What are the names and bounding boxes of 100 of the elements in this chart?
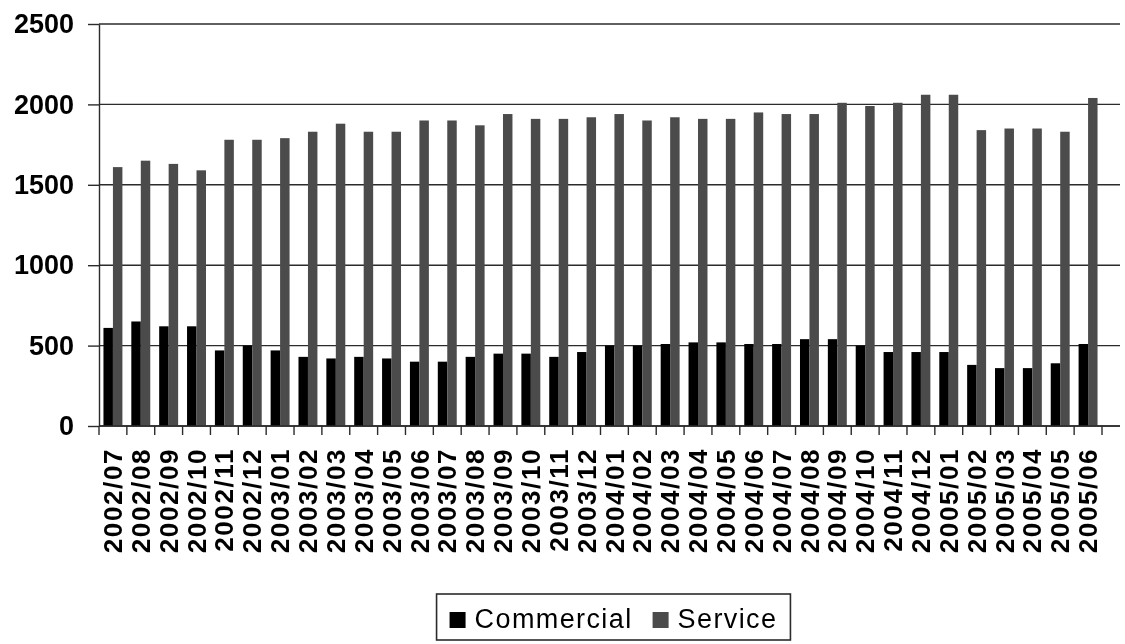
- bar: [270, 350, 281, 426]
- x-tick-label: 2004/11: [878, 448, 909, 552]
- bar: [363, 131, 374, 426]
- x-tick-label: 2002/11: [209, 448, 240, 552]
- x-tick-label: 2004/07: [766, 448, 797, 554]
- bar: [799, 339, 810, 426]
- bar: [586, 117, 597, 426]
- bar: [437, 361, 448, 426]
- x-tick-label: 2004/10: [850, 448, 881, 554]
- bar: [558, 118, 569, 426]
- bar: [660, 343, 671, 426]
- bar: [1060, 131, 1070, 426]
- bar: [103, 327, 113, 426]
- bar: [827, 339, 838, 426]
- x-tick-label: 2003/07: [432, 448, 463, 554]
- bar: [967, 364, 977, 426]
- bar: [131, 321, 141, 426]
- bar: [502, 114, 513, 426]
- y-tick-label: 2000: [13, 89, 74, 120]
- bar: [809, 114, 819, 426]
- y-tick-label: 1000: [13, 250, 74, 281]
- bar: [1078, 343, 1089, 426]
- bar: [354, 356, 364, 426]
- x-tick-label: 2005/05: [1045, 448, 1076, 554]
- bar: [224, 139, 234, 426]
- bar: [1004, 128, 1014, 426]
- x-tick-label: 2004/12: [906, 448, 936, 554]
- bar: [837, 102, 847, 426]
- x-tick-label: 2004/09: [822, 448, 853, 554]
- bar: [1050, 363, 1061, 426]
- bar: [698, 118, 708, 426]
- bar: [242, 345, 253, 426]
- x-tick-label: 2005/01: [933, 448, 964, 554]
- bar: [140, 160, 151, 426]
- bar: [521, 353, 531, 426]
- x-tick-label: 2003/11: [543, 448, 574, 552]
- bar: [168, 163, 179, 426]
- x-tick-label: 2003/05: [376, 448, 407, 554]
- x-tick-label: 2004/02: [627, 448, 658, 554]
- bar: [725, 118, 736, 426]
- bar: [280, 138, 290, 426]
- x-tick-label: 2004/03: [655, 448, 686, 554]
- x-tick-label: 2003/04: [348, 448, 379, 554]
- bar: [716, 342, 726, 426]
- x-tick-label: 2004/08: [794, 448, 825, 554]
- bar: [855, 345, 866, 426]
- bar: [632, 345, 643, 426]
- bar: [196, 170, 206, 426]
- bar: [865, 106, 875, 426]
- y-tick-label: 1500: [13, 169, 74, 200]
- x-tick-label: 2004/01: [599, 448, 630, 554]
- bar: [214, 350, 225, 426]
- bar: [159, 326, 169, 426]
- x-tick-label: 2005/02: [961, 448, 992, 554]
- bar: [753, 112, 764, 426]
- bar: [298, 356, 308, 426]
- bar: [911, 352, 921, 426]
- bar: [549, 356, 559, 426]
- bar: [995, 368, 1005, 426]
- bar: [475, 125, 485, 426]
- x-tick-label: 2002/09: [153, 448, 184, 554]
- bar: [920, 94, 931, 426]
- bar: [382, 358, 392, 426]
- y-tick-label: 0: [58, 411, 74, 442]
- bar: [883, 352, 894, 426]
- bar: [577, 352, 587, 426]
- y-tick-label: 500: [28, 330, 74, 361]
- x-tick-label: 2002/10: [181, 448, 212, 554]
- x-tick-label: 2003/12: [571, 448, 602, 554]
- bar: [419, 120, 429, 426]
- bar: [1032, 128, 1042, 426]
- x-tick-label: 2005/03: [989, 448, 1020, 554]
- bar: [409, 361, 420, 426]
- bar: [642, 120, 652, 426]
- bar: [1088, 97, 1098, 426]
- bar: [187, 326, 197, 426]
- legend-label: Service: [677, 604, 778, 634]
- bar: [493, 353, 503, 426]
- bar: [948, 94, 959, 426]
- bar: [939, 352, 949, 426]
- y-tick-label: 2500: [13, 9, 74, 40]
- x-tick-label: 2003/08: [460, 448, 491, 554]
- bar: [688, 342, 699, 426]
- bar: [335, 123, 346, 426]
- bar: [326, 358, 336, 426]
- bar: [530, 118, 541, 426]
- legend-label: Commercial: [474, 604, 633, 634]
- bar: [670, 117, 680, 426]
- bar: [604, 345, 615, 426]
- x-tick-label: 2002/12: [237, 448, 268, 554]
- x-tick-label: 2005/06: [1073, 448, 1104, 554]
- bar: [112, 167, 123, 426]
- bar: [614, 114, 624, 426]
- x-tick-label: 2004/06: [738, 448, 769, 554]
- bar: [391, 131, 402, 426]
- bar: [893, 102, 903, 426]
- bar: [1022, 368, 1033, 426]
- bar: [781, 114, 792, 426]
- x-tick-label: 2005/04: [1017, 448, 1048, 554]
- x-tick-label: 2003/01: [265, 448, 296, 554]
